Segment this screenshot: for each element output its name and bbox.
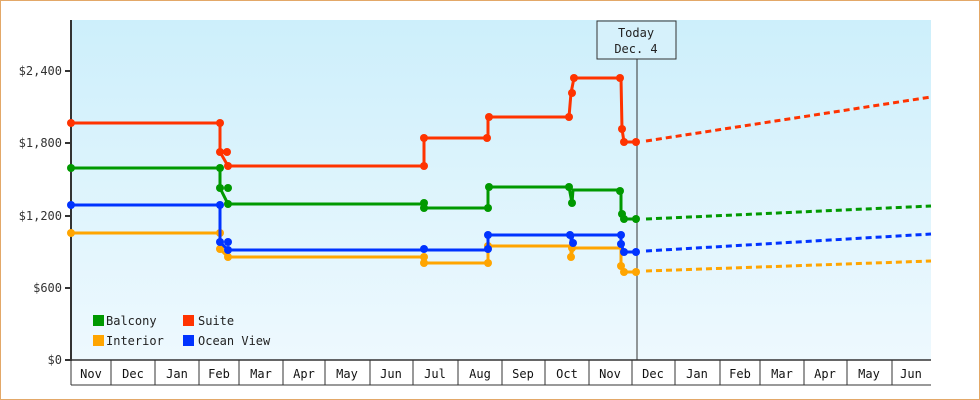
month-label: Dec [122,367,144,381]
suite-forecast-line [645,95,932,143]
legend: Balcony Suite Interior Ocean View [93,314,271,348]
balcony-series [67,164,640,223]
interior-forecast-line [645,259,932,273]
y-label-0: $0 [48,353,62,367]
month-label: Apr [814,367,836,381]
month-label: Apr [293,367,315,381]
y-label-2400: $2,400 [19,64,62,78]
suite-series [67,74,640,170]
month-label: Jun [380,367,402,381]
y-ticks [65,70,71,361]
legend-ocean-view: Ocean View [198,334,271,348]
balcony-swatch [93,315,104,326]
x-axis [70,359,931,386]
today-date: Dec. 4 [614,42,657,56]
month-label: Aug [469,367,491,381]
suite-swatch [183,315,194,326]
legend-balcony: Balcony [106,314,157,328]
month-label: Jan [686,367,708,381]
month-label: Nov [599,367,621,381]
month-label: Jun [900,367,922,381]
month-label: Nov [80,367,102,381]
month-label: Mar [771,367,793,381]
month-label: Oct [556,367,578,381]
y-label-1200: $1,200 [19,209,62,223]
month-label: Jul [424,367,446,381]
month-label: Mar [250,367,272,381]
ocean-view-series [67,201,640,256]
month-label: Feb [729,367,751,381]
legend-interior: Interior [106,334,164,348]
today-callout [596,20,677,60]
interior-swatch [93,335,104,346]
legend-suite: Suite [198,314,234,328]
month-label: Jan [166,367,188,381]
balcony-forecast-line [645,204,932,221]
plot-area [71,20,931,360]
ocean-view-forecast-line [645,232,932,253]
month-label: Dec [642,367,664,381]
y-label-1800: $1,800 [19,136,62,150]
ocean-view-swatch [183,335,194,346]
month-label: May [336,367,358,381]
month-label: Feb [208,367,230,381]
y-label-600: $600 [33,281,62,295]
today-label: Today [618,26,654,40]
month-label: May [858,367,880,381]
month-label: Sep [512,367,534,381]
